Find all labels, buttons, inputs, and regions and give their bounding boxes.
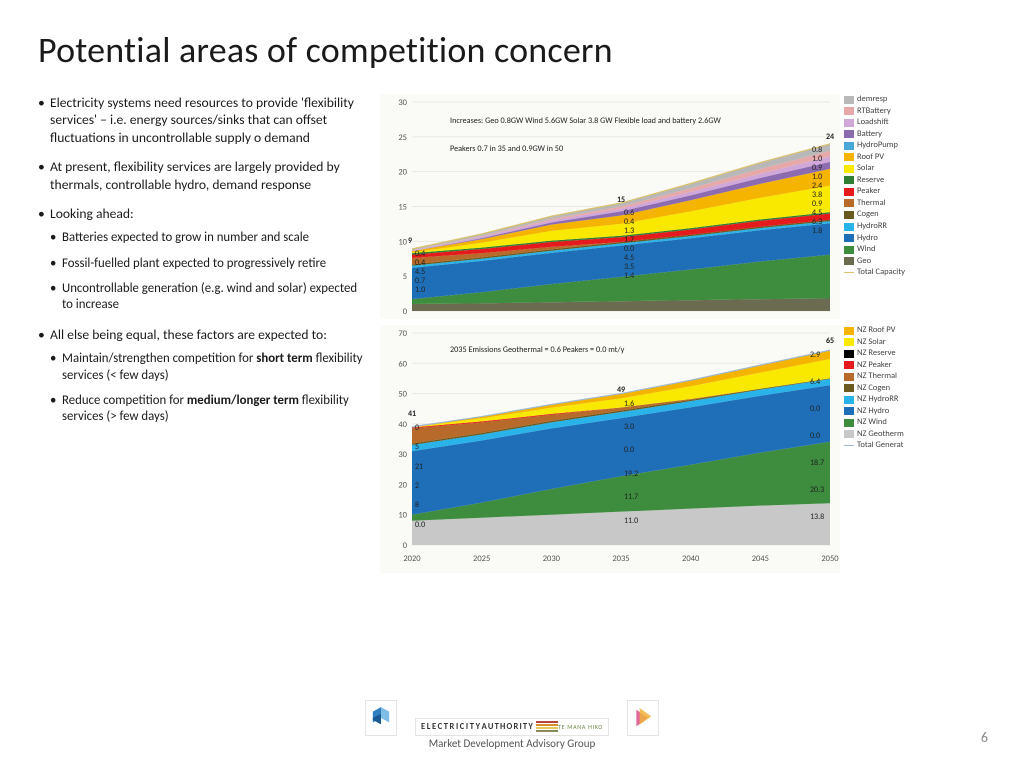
legend-item: HydroPump xyxy=(844,140,934,151)
svg-text:40: 40 xyxy=(398,420,407,430)
generation-chart: 0102030405060702020202520302035204020452… xyxy=(380,325,840,573)
capacity-chart-svg: 0 5 10 15 20 25 30 xyxy=(380,94,840,319)
svg-text:60: 60 xyxy=(398,359,407,369)
content-row: Electricity systems need resources to pr… xyxy=(38,94,986,573)
legend-item: Hydro xyxy=(844,233,934,244)
footer-text: Market Development Advisory Group xyxy=(429,737,596,750)
generation-chart-svg: 0102030405060702020202520302035204020452… xyxy=(380,325,840,573)
legend-item: Peaker xyxy=(844,186,934,197)
svg-text:2030: 2030 xyxy=(543,554,561,564)
legend-item: NZ Cogen xyxy=(844,383,934,394)
svg-text:2040: 2040 xyxy=(682,554,700,564)
bullet-1: Electricity systems need resources to pr… xyxy=(38,94,366,146)
svg-text:10: 10 xyxy=(398,237,407,247)
chart-top-annotation-1: Increases: Geo 0.8GW Wind 5.6GW Solar 3.… xyxy=(450,116,721,126)
bullet-column: Electricity systems need resources to pr… xyxy=(38,94,366,573)
legend-item: Loadshift xyxy=(844,117,934,128)
legend-item: Roof PV xyxy=(844,152,934,163)
svg-text:10: 10 xyxy=(398,511,407,521)
legend-item: demresp xyxy=(844,94,934,105)
legend-item: RTBattery xyxy=(844,106,934,117)
svg-text:2020: 2020 xyxy=(403,554,421,564)
svg-text:50: 50 xyxy=(398,390,407,400)
generation-chart-wrap: 0102030405060702020202520302035204020452… xyxy=(380,325,986,573)
legend-item: Battery xyxy=(844,129,934,140)
bullet-3c: Uncontrollable generation (e.g. wind and… xyxy=(50,281,366,314)
svg-text:30: 30 xyxy=(398,98,407,108)
svg-text:2035: 2035 xyxy=(612,554,629,564)
legend-item-total: Total Generat xyxy=(844,440,934,451)
legend-item: NZ Roof PV xyxy=(844,325,934,336)
generation-legend: NZ Roof PVNZ SolarNZ ReserveNZ PeakerNZ … xyxy=(844,325,934,573)
legend-item: NZ Solar xyxy=(844,337,934,348)
legend-item: Thermal xyxy=(844,198,934,209)
bullet-3b: Fossil-fuelled plant expected to progres… xyxy=(50,256,366,272)
logo-1 xyxy=(365,700,397,736)
legend-item: NZ Peaker xyxy=(844,360,934,371)
svg-text:0: 0 xyxy=(403,307,408,317)
chart-top-annotation-2: Peakers 0.7 in 35 and 0.9GW in 50 xyxy=(450,144,563,154)
svg-text:0: 0 xyxy=(403,541,408,551)
slide-title: Potential areas of competition concern xyxy=(38,28,986,72)
capacity-chart-wrap: 0 5 10 15 20 25 30 Increases: Geo 0.8GW Wind 5… xyxy=(380,94,986,319)
svg-text:5: 5 xyxy=(403,272,407,282)
legend-item: Wind xyxy=(844,244,934,255)
svg-text:2045: 2045 xyxy=(752,554,769,564)
bullet-4: All else being equal, these factors are … xyxy=(38,326,366,426)
page-number: 6 xyxy=(981,729,988,746)
footer: ELECTRICITY AUTHORITY TE MANA HIKO Marke… xyxy=(0,700,1024,750)
svg-text:20: 20 xyxy=(398,168,407,178)
bullet-4b: Reduce competition for medium/longer ter… xyxy=(50,393,366,426)
legend-item: NZ Geotherm xyxy=(844,429,934,440)
svg-text:20: 20 xyxy=(398,480,407,490)
legend-item: HydroRR xyxy=(844,221,934,232)
chart-bot-annotation-1: 2035 Emissions Geothermal = 0.6 Peakers … xyxy=(450,345,624,355)
legend-item: NZ Thermal xyxy=(844,371,934,382)
bullet-4a: Maintain/strengthen competition for shor… xyxy=(50,351,366,384)
logo-3 xyxy=(627,700,659,736)
capacity-legend: demrespRTBatteryLoadshiftBatteryHydroPum… xyxy=(844,94,934,319)
bullet-3a: Batteries expected to grow in number and… xyxy=(50,230,366,246)
footer-logos: ELECTRICITY AUTHORITY TE MANA HIKO xyxy=(365,700,659,736)
legend-item: Reserve xyxy=(844,175,934,186)
legend-item-total: Total Capacity xyxy=(844,267,934,278)
svg-text:70: 70 xyxy=(398,329,407,339)
legend-item: NZ Wind xyxy=(844,417,934,428)
svg-text:25: 25 xyxy=(398,133,407,143)
legend-item: Cogen xyxy=(844,209,934,220)
legend-item: NZ HydroRR xyxy=(844,394,934,405)
svg-text:30: 30 xyxy=(398,450,407,460)
logo-electricity-authority: ELECTRICITY AUTHORITY TE MANA HIKO xyxy=(415,718,609,736)
legend-item: NZ Reserve xyxy=(844,348,934,359)
legend-item: NZ Hydro xyxy=(844,406,934,417)
bullet-3: Looking ahead: Batteries expected to gro… xyxy=(38,205,366,314)
legend-item: Solar xyxy=(844,163,934,174)
bullet-2: At present, flexibility services are lar… xyxy=(38,158,366,193)
charts-column: 051015202530 Increases: Geo 0.8GW Wind 5… xyxy=(380,94,986,573)
capacity-chart: 0 5 10 15 20 25 30 Increases: Geo 0.8GW Wind 5… xyxy=(380,94,840,319)
legend-item: Geo xyxy=(844,256,934,267)
svg-text:2050: 2050 xyxy=(821,554,839,564)
svg-text:15: 15 xyxy=(398,203,407,213)
svg-text:2025: 2025 xyxy=(473,554,490,564)
